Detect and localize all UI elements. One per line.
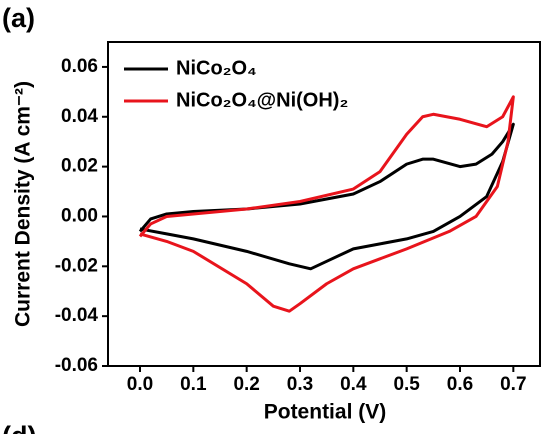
cv-curve <box>138 95 515 313</box>
y-tick-label: 0.00 <box>61 205 98 226</box>
legend-label: NiCo₂O₄@Ni(OH)₂ <box>176 89 348 111</box>
y-tick-label: 0.02 <box>61 156 98 177</box>
x-tick-label: 0.2 <box>233 374 259 395</box>
x-axis-label: Potential (V) <box>264 401 387 424</box>
x-tick-label: 0.3 <box>287 374 313 395</box>
y-tick-label: -0.04 <box>55 305 99 326</box>
x-tick-label: 0.4 <box>340 374 367 395</box>
next-panel-label: (d) <box>2 421 36 434</box>
x-tick-label: 0.7 <box>500 374 526 395</box>
plot-frame <box>107 41 541 367</box>
x-tick-label: 0.0 <box>127 374 153 395</box>
y-tick-label: 0.04 <box>61 106 98 127</box>
y-tick-label: -0.02 <box>55 255 98 276</box>
panel-label: (a) <box>2 3 35 33</box>
x-tick-label: 0.1 <box>180 374 207 395</box>
y-tick-label: 0.06 <box>61 56 98 77</box>
y-axis-label: Current Density (A cm⁻²) <box>12 81 35 327</box>
x-tick-label: 0.5 <box>393 374 420 395</box>
x-tick-label: 0.6 <box>447 374 473 395</box>
legend-label: NiCo₂O₄ <box>176 57 257 79</box>
y-tick-label: -0.06 <box>55 355 98 376</box>
